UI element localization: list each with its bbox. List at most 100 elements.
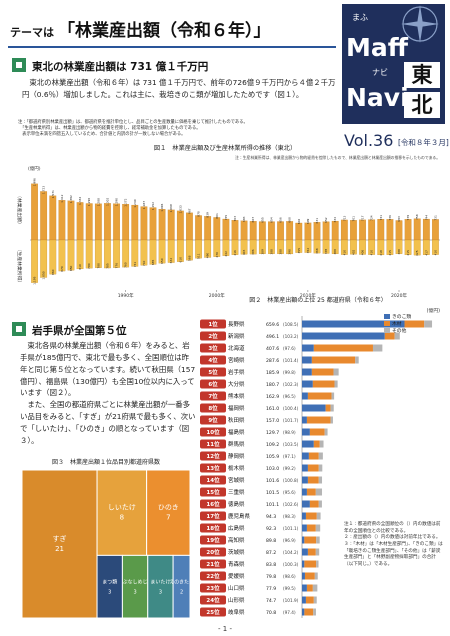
income-bar bbox=[131, 239, 139, 267]
segment bbox=[318, 464, 323, 472]
income-bar bbox=[113, 239, 120, 268]
output-bar bbox=[94, 203, 102, 241]
rank-label: 12位 bbox=[206, 452, 220, 460]
output-bar bbox=[140, 206, 148, 241]
logo-kana: まふ bbox=[352, 13, 368, 22]
prefecture: 三重県 bbox=[228, 488, 245, 496]
rank-label: 24位 bbox=[206, 596, 220, 604]
axis-label: （生産林業所得） bbox=[16, 247, 23, 285]
total-label: 101.6 bbox=[266, 478, 279, 484]
income-bar bbox=[49, 239, 57, 275]
rank-badge bbox=[200, 523, 226, 533]
segment bbox=[304, 560, 317, 568]
prefecture: 広島県 bbox=[228, 524, 245, 532]
prefecture: 新潟県 bbox=[228, 332, 245, 340]
prefecture: 福岡県 bbox=[228, 404, 245, 412]
income-bar bbox=[432, 239, 439, 255]
change-label: (102.6) bbox=[283, 502, 299, 507]
prefecture: 宮崎県 bbox=[228, 356, 245, 364]
value-label: 780 bbox=[96, 263, 100, 269]
value-label: 1,571 bbox=[51, 190, 55, 198]
segment bbox=[318, 500, 322, 508]
prefecture: 山口県 bbox=[228, 584, 245, 592]
change-label: (96.5) bbox=[283, 394, 296, 399]
rank-badge bbox=[200, 511, 226, 521]
axis-label: （林業産出額） bbox=[16, 193, 23, 227]
legend-label: その他 bbox=[392, 327, 407, 334]
prefecture: 徳島県 bbox=[228, 500, 245, 508]
segment bbox=[314, 572, 318, 580]
section-heading: 東北の林業産出額は 731 億１千万円 bbox=[32, 60, 208, 73]
income-bar bbox=[249, 239, 257, 255]
value-label: 870 bbox=[197, 211, 201, 217]
note: ３：「木材」は「木材生産部門」、「きのこ類」は「栽培きのこ類生産部門」、「その他… bbox=[344, 541, 443, 567]
segment bbox=[315, 524, 321, 532]
value-label: 425 bbox=[415, 250, 419, 256]
total-label: 83.8 bbox=[266, 562, 276, 568]
prefecture: 大分県 bbox=[228, 380, 245, 388]
income-bar bbox=[422, 239, 430, 255]
value-label: 839 bbox=[206, 212, 210, 218]
total-label: 161.0 bbox=[266, 406, 279, 412]
treemap-cell bbox=[121, 554, 149, 619]
section1-body: 東北の林業産出額（令和６年）は 731 億１千万円で、前年の726億９千万円から… bbox=[22, 77, 338, 101]
segment bbox=[302, 524, 307, 532]
rank-label: 1位 bbox=[208, 320, 218, 328]
value-label: 672 bbox=[333, 217, 337, 223]
output-bar bbox=[350, 220, 357, 241]
segment bbox=[334, 380, 338, 388]
income-bar bbox=[350, 239, 357, 255]
segment bbox=[316, 560, 319, 568]
segment bbox=[302, 488, 307, 496]
income-bar bbox=[167, 239, 175, 263]
total-label: 496.1 bbox=[266, 334, 279, 340]
segment bbox=[318, 452, 323, 460]
prefecture: 愛媛県 bbox=[228, 572, 245, 580]
figure2-notes: 注１：都道府県の全国順位の（）内の数値は前年の全国順位との比較である。 ２：産出… bbox=[344, 522, 444, 569]
x-tick-label: 1990年 bbox=[118, 292, 134, 299]
segment bbox=[315, 548, 320, 556]
segment bbox=[302, 320, 405, 328]
prefecture: 秋田県 bbox=[228, 416, 245, 424]
treemap-label: しいたけ bbox=[108, 504, 136, 512]
value-label: 355 bbox=[297, 248, 301, 254]
change-label: (102.3) bbox=[283, 382, 299, 387]
segment bbox=[302, 464, 308, 472]
output-bar bbox=[222, 218, 230, 241]
rank-badge bbox=[200, 439, 226, 449]
prefecture: 静岡県 bbox=[228, 452, 245, 460]
rank-label: 15位 bbox=[206, 488, 220, 496]
income-bar bbox=[286, 239, 294, 255]
segment bbox=[302, 548, 308, 556]
output-bar bbox=[322, 221, 330, 241]
axis-unit: (億円) bbox=[427, 307, 440, 314]
income-bar bbox=[258, 239, 266, 254]
rank-badge bbox=[200, 451, 226, 461]
change-label: (99.5) bbox=[283, 586, 296, 591]
output-bar bbox=[113, 203, 120, 241]
segment bbox=[302, 536, 305, 544]
treemap-value: 2 bbox=[180, 590, 183, 596]
output-bar bbox=[149, 207, 157, 241]
segment bbox=[302, 356, 312, 364]
volume: Vol.36 bbox=[344, 131, 393, 150]
page-number: - 1 - bbox=[218, 625, 232, 633]
value-label: 1,195 bbox=[33, 276, 37, 284]
income-bar bbox=[359, 239, 366, 255]
value-label: 609 bbox=[306, 218, 310, 224]
rank-badge bbox=[200, 427, 226, 437]
output-bar bbox=[231, 220, 239, 241]
rank-label: 8位 bbox=[208, 404, 218, 412]
total-label: 87.2 bbox=[266, 550, 276, 556]
total-label: 109.2 bbox=[266, 442, 279, 448]
issue-date: [令和８年３月] bbox=[398, 137, 449, 147]
treemap-label: まいたけ bbox=[150, 580, 170, 586]
segment bbox=[302, 368, 312, 376]
income-bar bbox=[386, 239, 394, 255]
rank-label: 14位 bbox=[206, 476, 220, 484]
value-label: 1,272 bbox=[124, 198, 128, 206]
segment bbox=[302, 380, 313, 388]
change-label: (99.8) bbox=[283, 370, 296, 375]
income-bar bbox=[313, 239, 321, 254]
